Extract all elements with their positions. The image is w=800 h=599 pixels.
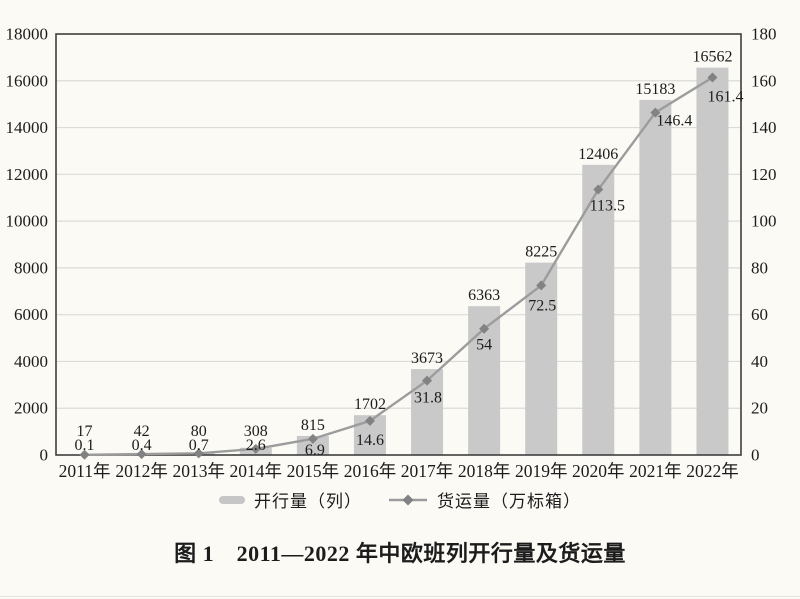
y-axis-label-right: 40 xyxy=(751,352,768,371)
y-axis-label-left: 16000 xyxy=(6,71,49,90)
bar-value-label: 15183 xyxy=(635,81,675,98)
bar-2020年 xyxy=(582,164,615,455)
y-axis-label-left: 4000 xyxy=(14,352,48,371)
freight-value-label: 54 xyxy=(476,337,492,354)
bar-2021年 xyxy=(639,99,672,455)
freight-value-label: 72.5 xyxy=(528,297,556,314)
legend-label-trains: 开行量（列） xyxy=(254,492,362,511)
freight-value-label: 0.7 xyxy=(189,437,209,454)
combo-chart-svg: 0 2000 4000 6000 8000 10000 12000 14000 16000 180… xyxy=(6,25,777,481)
bar-value-label: 16562 xyxy=(692,49,732,66)
bar-value-label: 8225 xyxy=(525,244,557,261)
plot-frame xyxy=(55,33,742,456)
freight-marker-2018年 xyxy=(479,323,490,334)
chart-legend: 开行量（列） 货运量（万标箱） xyxy=(0,487,800,512)
page-bottom-rule xyxy=(0,596,800,597)
bar-value-label: 6363 xyxy=(468,287,500,304)
y-axis-label-left: 6000 xyxy=(14,305,48,324)
y-axis-label-left: 0 xyxy=(40,446,49,465)
y-axis-label-right: 120 xyxy=(751,165,777,184)
x-axis-label: 2022年 xyxy=(686,461,739,480)
figure-caption: 图 1 2011—2022 年中欧班列开行量及货运量 xyxy=(174,541,626,566)
x-axis-label: 2011年 xyxy=(59,461,111,480)
y-axis-label-left: 14000 xyxy=(6,118,49,137)
y-axis-label-right: 80 xyxy=(751,258,768,277)
y-axis-label-right: 160 xyxy=(751,71,777,90)
bar-value-label: 17 xyxy=(77,423,93,440)
x-axis-label: 2021年 xyxy=(629,461,682,480)
x-axis-label: 2012年 xyxy=(115,461,168,480)
x-axis-label: 2015年 xyxy=(287,461,340,480)
freight-marker-2015年 xyxy=(307,433,318,444)
x-axis-label: 2020年 xyxy=(572,461,625,480)
x-axis-label: 2017年 xyxy=(401,461,454,480)
y-axis-label-right: 140 xyxy=(751,118,777,137)
legend-item-trains: 开行量（列） xyxy=(219,487,362,512)
freight-value-label: 0.1 xyxy=(75,437,95,454)
freight-value-label: 6.9 xyxy=(305,442,325,459)
freight-value-label: 146.4 xyxy=(656,113,692,130)
freight-marker-2013年 xyxy=(193,448,204,459)
freight-value-label: 113.5 xyxy=(590,198,625,215)
freight-marker-2022年 xyxy=(707,72,718,83)
line-series-swatch-icon xyxy=(389,494,427,505)
freight-value-label: 31.8 xyxy=(414,390,442,407)
y-axis-label-right: 0 xyxy=(751,446,760,465)
freight-value-label: 161.4 xyxy=(707,89,743,106)
bar-value-label: 1702 xyxy=(354,396,386,413)
bar-value-label: 815 xyxy=(301,417,325,434)
x-axis-label: 2014年 xyxy=(230,461,283,480)
bar-value-label: 12406 xyxy=(578,146,618,163)
y-axis-label-right: 60 xyxy=(751,305,768,324)
freight-marker-2020年 xyxy=(593,184,604,195)
freight-value-label: 0.4 xyxy=(132,437,152,454)
freight-marker-2021年 xyxy=(650,107,661,118)
y-axis-label-left: 18000 xyxy=(6,25,49,44)
freight-marker-2019年 xyxy=(536,280,547,291)
y-axis-label-left: 12000 xyxy=(6,165,49,184)
bar-2019年 xyxy=(525,262,558,455)
freight-value-label: 2.6 xyxy=(246,437,266,454)
bar-value-label: 3673 xyxy=(411,350,443,367)
bar-value-label: 42 xyxy=(134,423,150,440)
y-axis-label-right: 100 xyxy=(751,212,777,231)
bar-value-label: 308 xyxy=(244,423,268,440)
x-axis-label: 2013年 xyxy=(172,461,225,480)
legend-label-freight: 货运量（万标箱） xyxy=(437,492,581,511)
freight-marker-2012年 xyxy=(136,449,147,460)
y-axis-label-left: 2000 xyxy=(14,399,48,418)
bar-2022年 xyxy=(696,67,729,455)
x-axis-label: 2019年 xyxy=(515,461,568,480)
freight-marker-2014年 xyxy=(250,443,261,454)
freight-value-label: 14.6 xyxy=(356,432,384,449)
legend-item-freight: 货运量（万标箱） xyxy=(388,487,581,512)
freight-marker-2016年 xyxy=(364,415,375,426)
y-axis-label-left: 10000 xyxy=(6,212,49,231)
freight-marker-2011年 xyxy=(79,449,90,460)
freight-line xyxy=(84,76,714,456)
y-axis-label-left: 8000 xyxy=(14,258,48,277)
bar-series-swatch-icon xyxy=(219,495,245,504)
y-axis-label-right: 20 xyxy=(751,399,768,418)
freight-marker-2017年 xyxy=(422,375,433,386)
bar-value-label: 80 xyxy=(191,423,207,440)
y-axis-label-right: 180 xyxy=(751,25,777,44)
x-axis-label: 2016年 xyxy=(344,461,397,480)
x-axis-label: 2018年 xyxy=(458,461,511,480)
